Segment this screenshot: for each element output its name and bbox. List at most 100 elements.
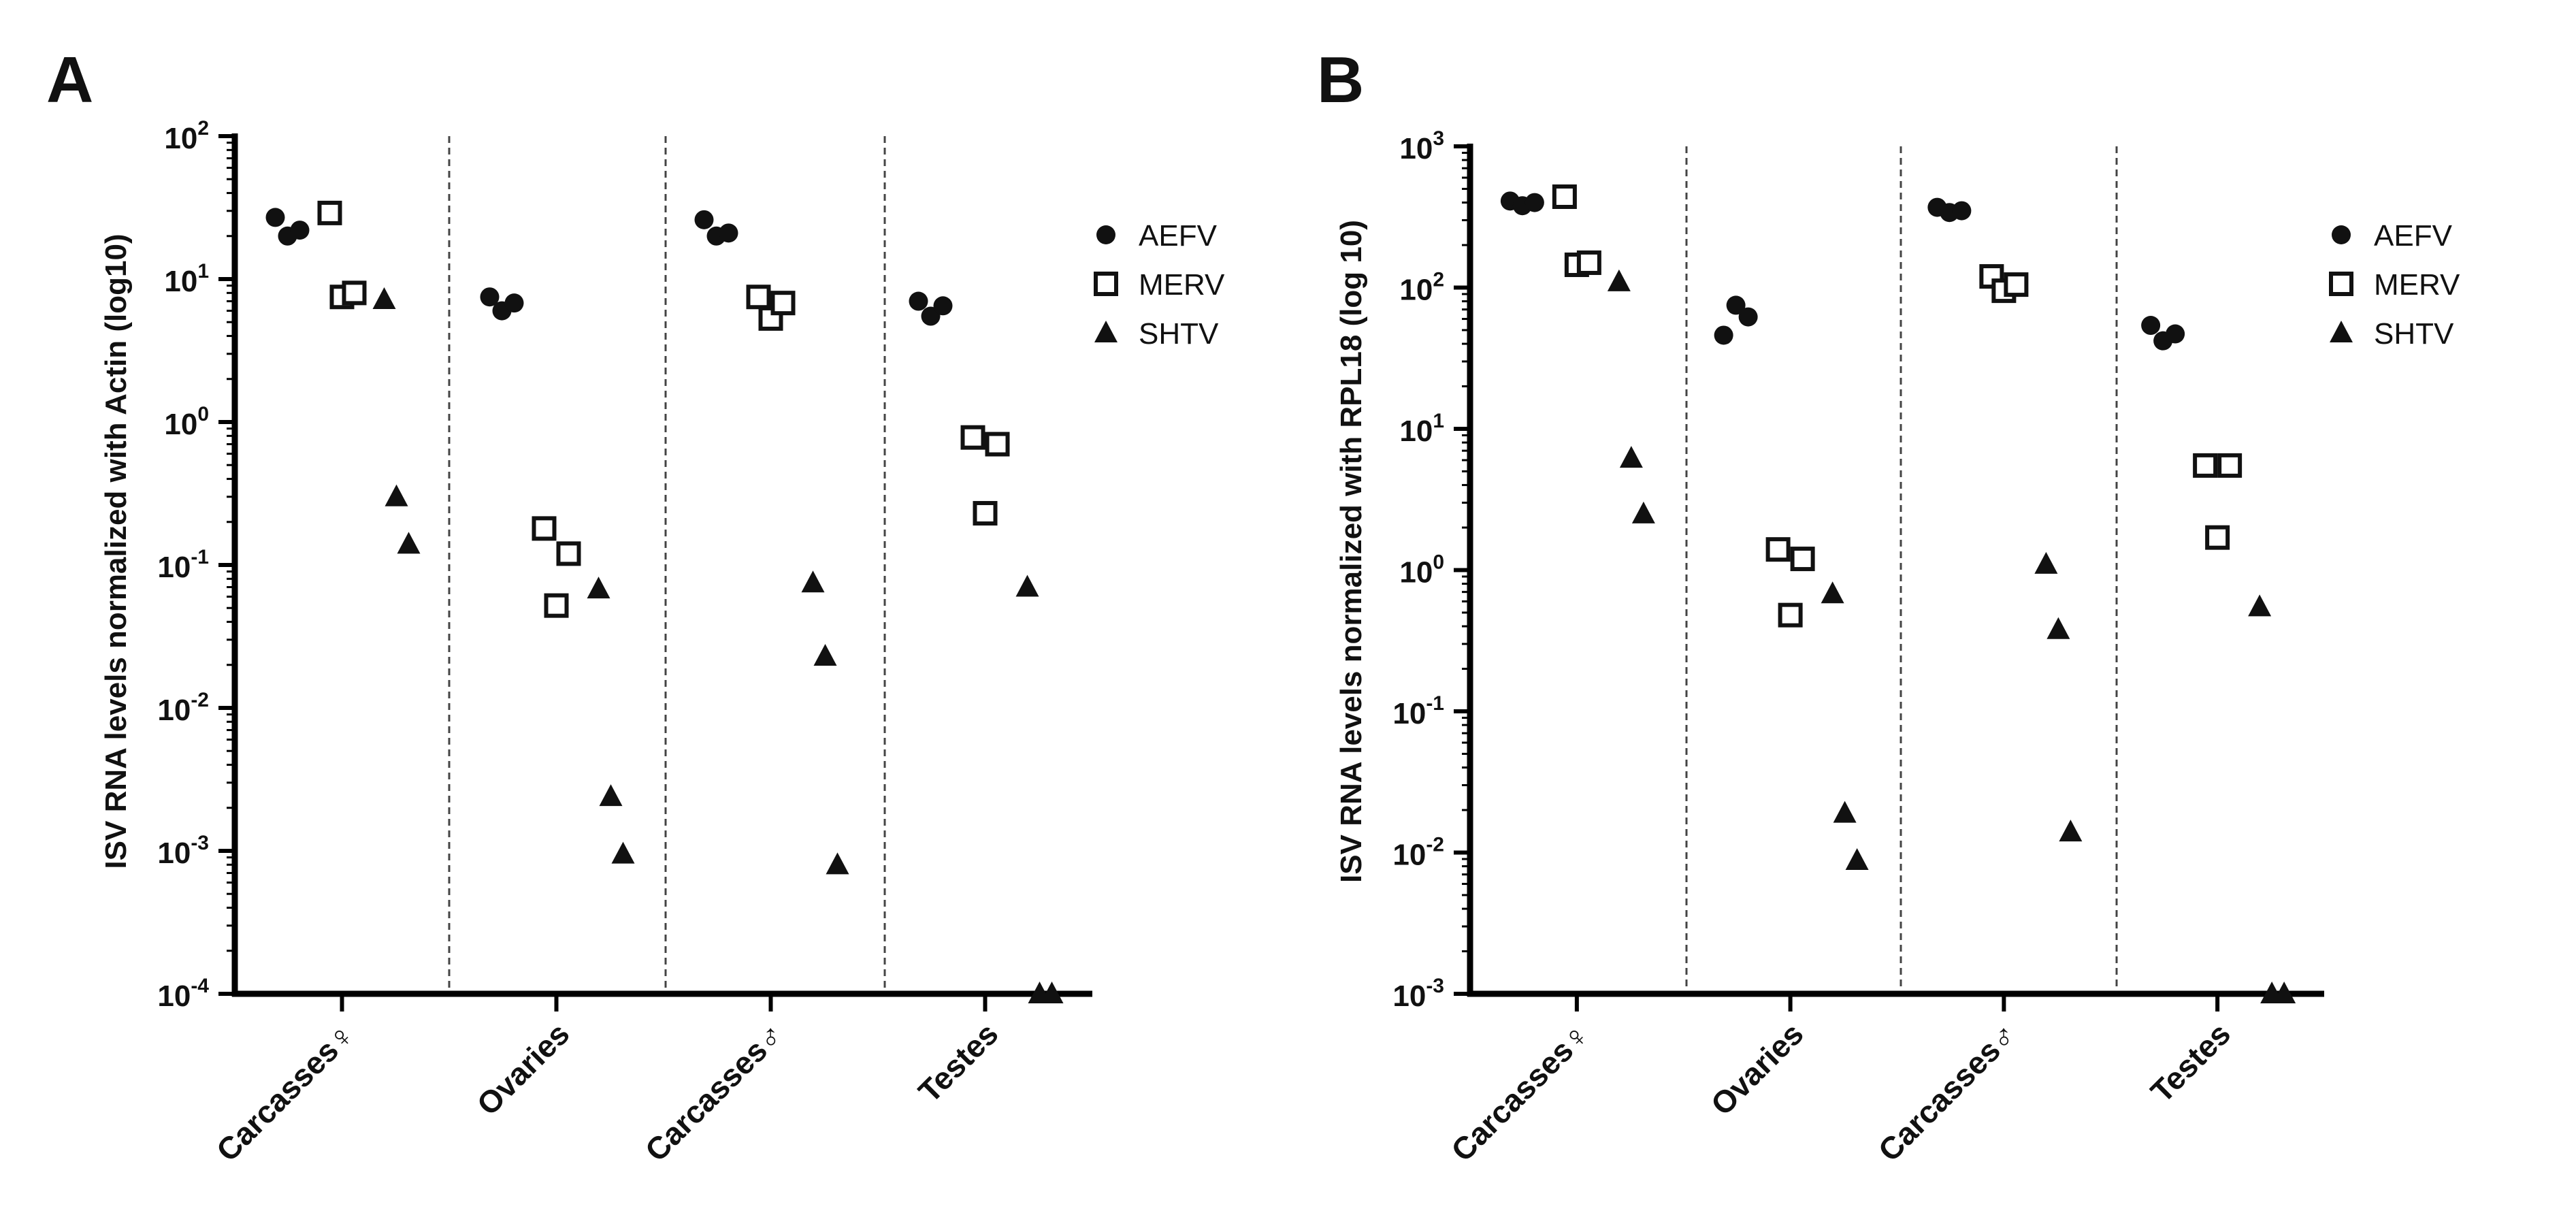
panel-a-legend: AEFV MERV SHTV (1094, 219, 1225, 351)
panel-b-point-merv (2217, 453, 2243, 478)
panel-a-point-shtv (599, 784, 623, 807)
panel-a-x-tick-label: Ovaries (470, 1016, 576, 1122)
panel-b-point-shtv (2059, 820, 2083, 842)
panel-a-point-merv (960, 425, 985, 450)
panel-a-point-merv (317, 200, 342, 225)
panel-b-point-aefv (1525, 193, 1544, 212)
panel-b-point-merv (1790, 547, 1815, 572)
panel-a-letter: A (46, 44, 93, 116)
panel-b-point-shtv (1845, 848, 1869, 871)
panel-b-y-tick-label: 10-3 (1392, 975, 1444, 1013)
panel-a-y-axis-label: ISV RNA levels normalized with Actin (lo… (99, 233, 133, 869)
panel-b-point-merv (2004, 272, 2029, 297)
panel-b-x-tick-label: Testes (2144, 1016, 2237, 1109)
panel-b-legend-label: AEFV (2374, 219, 2453, 253)
panel-a: A ISV RNA levels normalized with Actin (… (46, 44, 1225, 1168)
panel-b-point-merv (1765, 537, 1791, 562)
panel-b-y-tick-label: 10-1 (1392, 692, 1444, 730)
panel-a-point-merv (532, 516, 557, 541)
panel-b-y-axis-label: ISV RNA levels normalized with RPL18 (lo… (1335, 220, 1368, 883)
panel-b-y-tick-label: 103 (1399, 127, 1444, 165)
panel-a-point-aefv (504, 293, 524, 313)
panel-a-x-tick-label: Carcasses♀ (210, 1016, 362, 1168)
panel-b-y-tick-label: 100 (1399, 551, 1444, 589)
panel-b-y-tick-label: 102 (1399, 269, 1444, 307)
panel-b-point-aefv (1952, 201, 1972, 221)
panel-a-legend-marker-merv (1094, 272, 1118, 296)
panel-a-point-aefv (909, 291, 928, 311)
panel-b-point-shtv (1631, 501, 1655, 523)
panel-a-point-merv (746, 285, 771, 310)
panel-a-point-shtv (826, 852, 849, 875)
panel-a-point-aefv (290, 221, 310, 240)
panel-b-point-aefv (1726, 295, 1746, 315)
panel-a-y-tick-label: 10-1 (157, 546, 209, 584)
panel-b-legend-label: SHTV (2374, 317, 2454, 351)
panel-a-y-tick-label: 10-4 (157, 975, 209, 1013)
panel-b-point-aefv (2141, 316, 2161, 336)
panel-a-point-shtv (587, 577, 610, 599)
panel-b-plot: 10-3 10-2 10-1 100 101 102 103 Carcasses♀ Ovarie… (1392, 127, 2324, 1168)
panel-a-point-shtv (385, 484, 408, 506)
panel-b-point-shtv (1619, 446, 1643, 468)
panel-a-point-shtv (372, 287, 396, 309)
panel-b-point-shtv (1607, 269, 1631, 291)
panel-a-point-merv (544, 593, 569, 618)
panel-b-y-tick-label: 10-2 (1392, 834, 1444, 872)
panel-b-point-merv (1552, 184, 1577, 209)
panel-a-y-tick-label: 101 (164, 260, 209, 298)
panel-b-point-shtv (2047, 617, 2070, 639)
panel-a-y-tick-label: 100 (164, 403, 209, 441)
panel-a-point-shtv (611, 841, 635, 864)
panel-a-legend-marker-shtv (1094, 321, 1118, 342)
panel-b-point-shtv (1821, 581, 1844, 604)
panel-b-legend-marker-aefv (2332, 225, 2351, 244)
panel-b-x-tick-label: Ovaries (1704, 1016, 1810, 1122)
panel-b-point-shtv (2248, 594, 2272, 617)
panel-b-point-aefv (1738, 307, 1758, 327)
panel-b-legend-marker-shtv (2330, 321, 2353, 342)
panel-b-legend-label: MERV (2374, 268, 2460, 302)
panel-b-x-tick-label: Carcasses♀ (1444, 1016, 1597, 1168)
panel-a-point-aefv (265, 208, 285, 227)
panel-b: B ISV RNA levels normalized with RPL18 (… (1317, 44, 2460, 1168)
panel-a-point-shtv (1040, 982, 1064, 1003)
panel-b-point-shtv (2272, 982, 2296, 1003)
panel-a-legend-label: AEFV (1139, 219, 1218, 253)
panel-b-point-merv (1576, 250, 1601, 275)
panel-b-legend: AEFV MERV SHTV (2329, 219, 2460, 351)
panel-a-legend-label: SHTV (1139, 317, 1219, 351)
panel-a-y-tick-label: 10-3 (157, 832, 209, 870)
panel-a-y-tick-label: 10-2 (157, 689, 209, 727)
panel-a-point-shtv (801, 570, 825, 593)
panel-a-plot: 10-4 10-3 10-2 10-1 100 101 102 Carcasses♀ Ovari… (157, 117, 1092, 1168)
panel-b-point-merv (2205, 525, 2230, 550)
panel-a-point-merv (770, 291, 796, 316)
panel-b-point-aefv (1714, 325, 1733, 345)
panel-a-x-tick-label: Carcasses♂ (638, 1016, 791, 1168)
panel-b-point-aefv (2166, 324, 2185, 344)
panel-a-x-tick-label: Testes (911, 1016, 1005, 1109)
panel-a-legend-marker-aefv (1096, 225, 1115, 244)
panel-b-point-shtv (1833, 800, 1857, 823)
panel-a-point-aefv (694, 210, 714, 229)
panel-b-y-tick-label: 101 (1399, 410, 1444, 448)
panel-a-point-merv (985, 432, 1010, 457)
panel-a-point-merv (342, 280, 367, 306)
panel-a-point-shtv (813, 644, 837, 666)
panel-b-x-tick-label: Carcasses♂ (1872, 1016, 2024, 1168)
panel-a-point-shtv (397, 532, 421, 554)
panel-a-point-aefv (480, 287, 500, 307)
panel-a-point-merv (973, 501, 998, 526)
panel-a-point-aefv (933, 296, 953, 316)
panel-b-point-shtv (2034, 551, 2058, 574)
panel-a-point-shtv (1015, 574, 1039, 597)
panel-a-point-merv (556, 541, 581, 566)
panel-b-legend-marker-merv (2329, 272, 2353, 296)
panel-a-y-tick-label: 102 (164, 117, 209, 155)
panel-b-point-merv (1778, 602, 1803, 628)
panel-a-legend-label: MERV (1139, 268, 1225, 302)
panel-b-point-merv (2193, 453, 2218, 478)
panel-b-letter: B (1317, 44, 1364, 116)
